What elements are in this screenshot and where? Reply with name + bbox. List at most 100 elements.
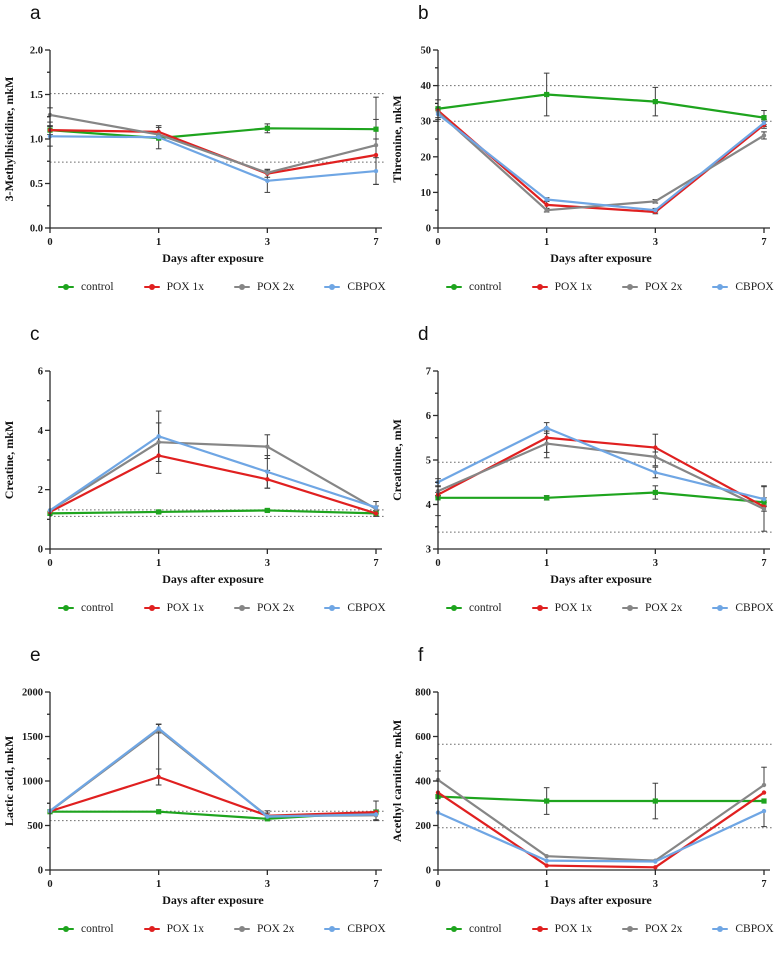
x-axis-title: Days after exposure <box>162 572 264 586</box>
marker-cbpox <box>265 469 270 475</box>
marker-pox-1x <box>544 435 549 440</box>
y-tick-label: 0 <box>38 866 43 877</box>
x-tick-label: 7 <box>373 879 378 890</box>
legend-item-pox-2x: POX 2x <box>233 923 294 935</box>
y-tick-label: 0 <box>38 545 43 556</box>
legend-item-control: control <box>446 923 502 935</box>
marker-pox-1x <box>156 453 161 458</box>
legend-marker-icon <box>446 927 462 931</box>
x-tick-label: 3 <box>653 879 658 890</box>
legend-f: control POX 1x POX 2x CBPOX <box>446 923 777 935</box>
y-tick-label: 30 <box>421 117 432 128</box>
legend-label: POX 1x <box>166 281 204 293</box>
legend-marker-icon <box>531 285 548 289</box>
panel-letter-b: b <box>418 3 429 24</box>
legend-label: CBPOX <box>347 602 386 614</box>
y-tick-label: 500 <box>27 821 43 832</box>
marker-cbpox <box>544 425 549 431</box>
y-tick-label: 0 <box>426 224 431 235</box>
marker-pox-2x <box>761 506 767 512</box>
y-axis-title: Creatine, mkM <box>2 421 16 499</box>
x-tick-label: 7 <box>373 237 378 248</box>
legend-label: POX 2x <box>644 602 683 614</box>
marker-control <box>761 499 767 505</box>
panel-d: d 3 4 5 6 7 0 1 3 7 Creatinine, mM Days after expo… <box>388 321 777 642</box>
series-line-cbpox <box>49 135 377 182</box>
y-tick-label: 1500 <box>22 732 43 743</box>
legend-item-control: control <box>58 602 114 614</box>
legend-label: POX 1x <box>166 923 204 935</box>
chart-a: 0.0 0.5 1.0 1.5 2.0 0 1 3 7 3-Methylhistidine, mk… <box>2 46 384 265</box>
marker-pox-1x <box>265 477 270 482</box>
y-tick-label: 0.0 <box>30 224 43 235</box>
marker-control <box>652 798 658 804</box>
y-tick-label: 5 <box>426 456 431 467</box>
y-tick-label: 1.0 <box>30 135 43 146</box>
marker-cbpox <box>156 726 161 731</box>
legend-label: CBPOX <box>347 281 386 293</box>
legend-marker-icon <box>531 606 548 610</box>
series-line-cbpox <box>49 727 377 818</box>
legend-item-cbpox: CBPOX <box>324 281 386 293</box>
series-line-pox-2x <box>49 113 377 174</box>
legend-marker-icon <box>143 285 160 289</box>
panel-b: b 0 10 20 30 40 50 0 1 3 7 Threonine, mkM Days afte… <box>388 0 777 321</box>
x-tick-label: 3 <box>653 237 658 248</box>
marker-pox-2x <box>544 208 549 213</box>
legend-label: CBPOX <box>735 281 774 293</box>
y-tick-label: 4 <box>38 426 44 437</box>
legend-label: control <box>81 923 114 935</box>
legend-marker-icon <box>58 606 74 610</box>
marker-cbpox <box>156 135 161 140</box>
legend-item-control: control <box>58 281 114 293</box>
marker-pox-2x <box>653 199 658 204</box>
x-tick-label: 3 <box>653 558 658 569</box>
legend-item-pox-2x: POX 2x <box>621 281 683 293</box>
x-tick-label: 3 <box>265 879 270 890</box>
series-line-control <box>49 127 377 140</box>
legend-label: CBPOX <box>347 923 386 935</box>
legend-item-pox-1x: POX 1x <box>143 602 204 614</box>
chart-d: 3 4 5 6 7 0 1 3 7 Creatinine, mM Days after exposu… <box>390 367 772 586</box>
legend-marker-icon <box>621 606 638 610</box>
marker-pox-1x <box>156 774 161 780</box>
legend-item-cbpox: CBPOX <box>712 602 774 614</box>
legend-marker-icon <box>621 285 638 289</box>
marker-cbpox <box>373 168 379 174</box>
marker-pox-2x <box>653 454 658 460</box>
y-tick-label: 6 <box>38 367 43 378</box>
legend-marker-icon <box>324 927 341 931</box>
y-tick-label: 4 <box>426 500 432 511</box>
marker-control <box>373 126 379 132</box>
x-tick-label: 1 <box>544 879 549 890</box>
series-line-cbpox <box>437 426 765 501</box>
marker-control <box>264 125 270 131</box>
x-tick-label: 0 <box>47 558 52 569</box>
x-tick-label: 0 <box>47 237 52 248</box>
legend-item-pox-1x: POX 1x <box>531 281 592 293</box>
y-tick-label: 20 <box>421 152 432 163</box>
legend-label: POX 2x <box>256 281 295 293</box>
marker-cbpox <box>544 197 549 202</box>
legend-marker-icon <box>531 927 548 931</box>
legend-item-pox-1x: POX 1x <box>531 923 592 935</box>
legend-marker-icon <box>233 285 250 289</box>
y-tick-label: 1000 <box>22 777 43 788</box>
marker-control <box>761 115 767 121</box>
y-axis-title: Lactic acid, mkM <box>2 736 16 826</box>
legend-marker-icon <box>324 606 341 610</box>
series-line-pox-1x <box>437 791 765 869</box>
panel-f: f 0 200 400 600 800 0 1 3 7 Acethyl carnitine, mk… <box>388 642 777 963</box>
legend-marker-icon <box>621 927 638 931</box>
marker-pox-1x <box>373 511 379 516</box>
x-tick-label: 7 <box>761 558 766 569</box>
legend-label: POX 2x <box>644 281 683 293</box>
legend-label: POX 1x <box>166 602 204 614</box>
panel-letter-f: f <box>418 645 424 666</box>
legend-label: POX 2x <box>256 602 295 614</box>
legend-item-cbpox: CBPOX <box>324 602 386 614</box>
panel-letter-e: e <box>30 645 41 666</box>
legend-d: control POX 1x POX 2x CBPOX <box>446 602 777 614</box>
y-tick-label: 40 <box>421 81 432 92</box>
series-line-cbpox <box>437 810 765 863</box>
